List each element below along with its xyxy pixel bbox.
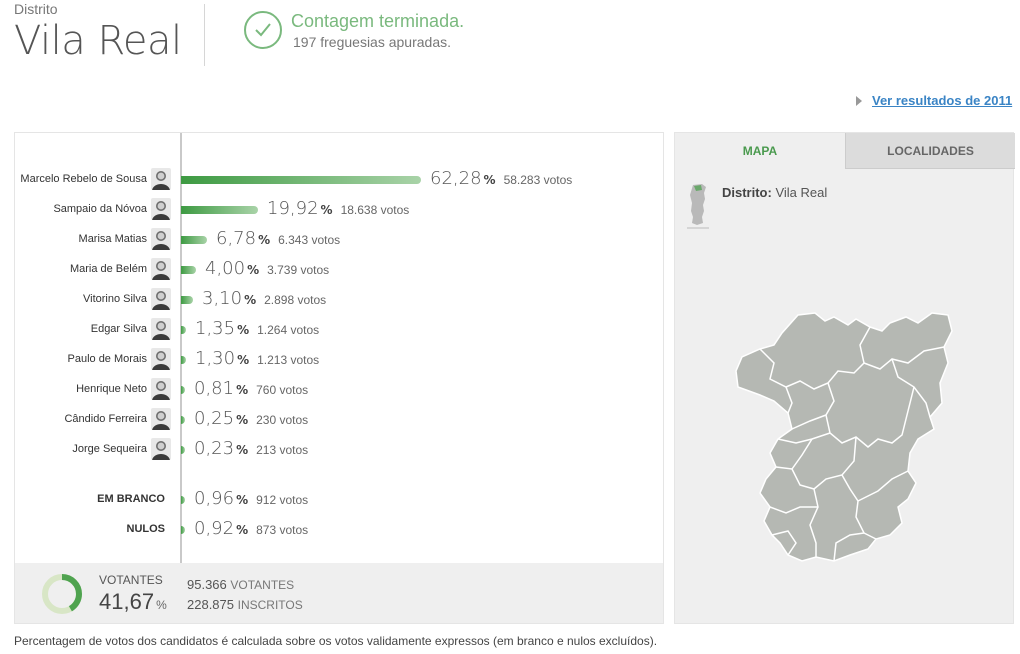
- special-vote-row[interactable]: EM BRANCO 0,96% 912 votos: [15, 488, 665, 512]
- result-percentage: 1,30% 1.213 votos: [195, 348, 320, 369]
- result-bar: [181, 296, 193, 304]
- result-percentage: 0,81% 760 votos: [194, 378, 309, 399]
- result-percentage: 4,00% 3.739 votos: [205, 258, 330, 279]
- candidate-row[interactable]: Sampaio da Nóvoa 19,92% 18.638 votos: [15, 198, 665, 222]
- turnout-summary: VOTANTES 41,67% 95.366 VOTANTES 228.875 …: [15, 563, 663, 623]
- count-status-title: Contagem terminada.: [291, 11, 465, 31]
- result-percentage: 0,96% 912 votos: [194, 488, 309, 509]
- registered-count: 228.875: [187, 597, 234, 612]
- candidate-avatar: [151, 348, 171, 370]
- candidate-row[interactable]: Paulo de Morais 1,30% 1.213 votos: [15, 348, 665, 372]
- previous-results-link[interactable]: Ver resultados de 2011: [856, 93, 1012, 108]
- candidate-avatar: [151, 198, 171, 220]
- vote-count: 213 votos: [256, 443, 309, 457]
- candidate-name: Vitorino Silva: [83, 293, 147, 305]
- candidate-avatar: [151, 408, 171, 430]
- vote-count: 6.343 votos: [278, 233, 341, 247]
- candidate-row[interactable]: Marcelo Rebelo de Sousa 62,28% 58.283 voto…: [15, 168, 665, 192]
- vote-count: 230 votos: [256, 413, 309, 427]
- turnout-donut-icon: [42, 574, 82, 614]
- vote-count: 760 votos: [256, 383, 309, 397]
- result-bar: [181, 386, 185, 394]
- portugal-mini-map-icon: [687, 184, 709, 229]
- district-map[interactable]: [730, 303, 960, 565]
- page-title: Vila Real: [14, 18, 182, 64]
- candidate-name: Marisa Matias: [78, 233, 147, 245]
- candidate-avatar: [151, 318, 171, 340]
- count-status-subtitle: 197 freguesias apuradas.: [293, 34, 451, 50]
- tab-localidades[interactable]: LOCALIDADES: [845, 133, 1015, 169]
- special-vote-name: NULOS: [126, 523, 166, 535]
- footnote: Percentagem de votos dos candidatos é ca…: [14, 634, 658, 648]
- vote-count: 58.283 votos: [503, 173, 573, 187]
- candidate-row[interactable]: Jorge Sequeira 0,23% 213 votos: [15, 438, 665, 462]
- candidate-name: Henrique Neto: [76, 383, 147, 395]
- map-district-label: Distrito: Vila Real: [722, 185, 828, 200]
- candidate-avatar: [151, 228, 171, 250]
- result-percentage: 1,35% 1.264 votos: [195, 318, 320, 339]
- candidate-name: Paulo de Morais: [67, 353, 148, 365]
- result-bar: [181, 206, 258, 214]
- bar-axis: [180, 133, 182, 563]
- result-bar: [181, 236, 207, 244]
- vote-count: 873 votos: [256, 523, 309, 537]
- result-percentage: 6,78% 6.343 votos: [216, 228, 341, 249]
- candidate-avatar: [151, 288, 171, 310]
- vote-count: 18.638 votos: [340, 203, 410, 217]
- result-percentage: 62,28% 58.283 votos: [430, 168, 573, 189]
- candidate-row[interactable]: Marisa Matias 6,78% 6.343 votos: [15, 228, 665, 252]
- candidate-name: Maria de Belém: [69, 263, 147, 275]
- candidate-row[interactable]: Maria de Belém 4,00% 3.739 votos: [15, 258, 665, 282]
- candidate-row[interactable]: Vitorino Silva 3,10% 2.898 votos: [15, 288, 665, 312]
- candidate-name: Cândido Ferreira: [64, 413, 147, 425]
- candidate-avatar: [151, 168, 171, 190]
- candidate-avatar: [151, 438, 171, 460]
- previous-results-label: Ver resultados de 2011: [872, 93, 1013, 108]
- result-bar: [181, 326, 186, 334]
- result-percentage: 0,23% 213 votos: [194, 438, 309, 459]
- result-bar: [181, 176, 421, 184]
- result-percentage: 3,10% 2.898 votos: [202, 288, 327, 309]
- candidate-avatar: [151, 378, 171, 400]
- vote-count: 1.213 votos: [257, 353, 320, 367]
- turnout-value: 41,67%: [99, 589, 167, 614]
- result-bar: [181, 356, 186, 364]
- candidate-name: Jorge Sequeira: [72, 443, 147, 455]
- voters-label: VOTANTES: [230, 578, 295, 592]
- check-icon: [244, 11, 282, 49]
- candidate-row[interactable]: Edgar Silva 1,35% 1.264 votos: [15, 318, 665, 342]
- turnout-label: VOTANTES: [99, 573, 163, 587]
- result-bar: [181, 266, 196, 274]
- district-label: Distrito: [14, 1, 58, 17]
- turnout-totals: 95.366 VOTANTES 228.875 INSCRITOS: [187, 575, 303, 615]
- result-bar: [181, 526, 185, 534]
- tab-mapa[interactable]: MAPA: [675, 133, 845, 169]
- result-bar: [181, 416, 185, 424]
- candidate-name: Sampaio da Nóvoa: [53, 203, 147, 215]
- results-panel: Marcelo Rebelo de Sousa 62,28% 58.283 voto…: [14, 132, 664, 624]
- map-panel: MAPA LOCALIDADES Distrito: Vila Real: [674, 132, 1015, 624]
- vote-count: 912 votos: [256, 493, 309, 507]
- result-percentage: 19,92% 18.638 votos: [267, 198, 410, 219]
- result-percentage: 0,25% 230 votos: [194, 408, 309, 429]
- candidate-name: Edgar Silva: [90, 323, 147, 335]
- result-bar: [181, 446, 185, 454]
- result-bar: [181, 496, 185, 504]
- vote-count: 1.264 votos: [257, 323, 320, 337]
- vote-count: 2.898 votos: [264, 293, 327, 307]
- special-vote-row[interactable]: NULOS 0,92% 873 votos: [15, 518, 665, 542]
- candidate-row[interactable]: Henrique Neto 0,81% 760 votos: [15, 378, 665, 402]
- vote-count: 3.739 votos: [267, 263, 330, 277]
- candidate-name: Marcelo Rebelo de Sousa: [20, 173, 147, 185]
- result-percentage: 0,92% 873 votos: [194, 518, 309, 539]
- header-divider: [204, 4, 205, 66]
- candidate-avatar: [151, 258, 171, 280]
- registered-label: INSCRITOS: [237, 598, 303, 612]
- play-triangle-icon: [856, 95, 862, 106]
- candidate-row[interactable]: Cândido Ferreira 0,25% 230 votos: [15, 408, 665, 432]
- voters-count: 95.366: [187, 577, 227, 592]
- special-vote-name: EM BRANCO: [97, 493, 165, 505]
- page-header: Distrito Vila Real Contagem terminada. 1…: [14, 0, 1014, 80]
